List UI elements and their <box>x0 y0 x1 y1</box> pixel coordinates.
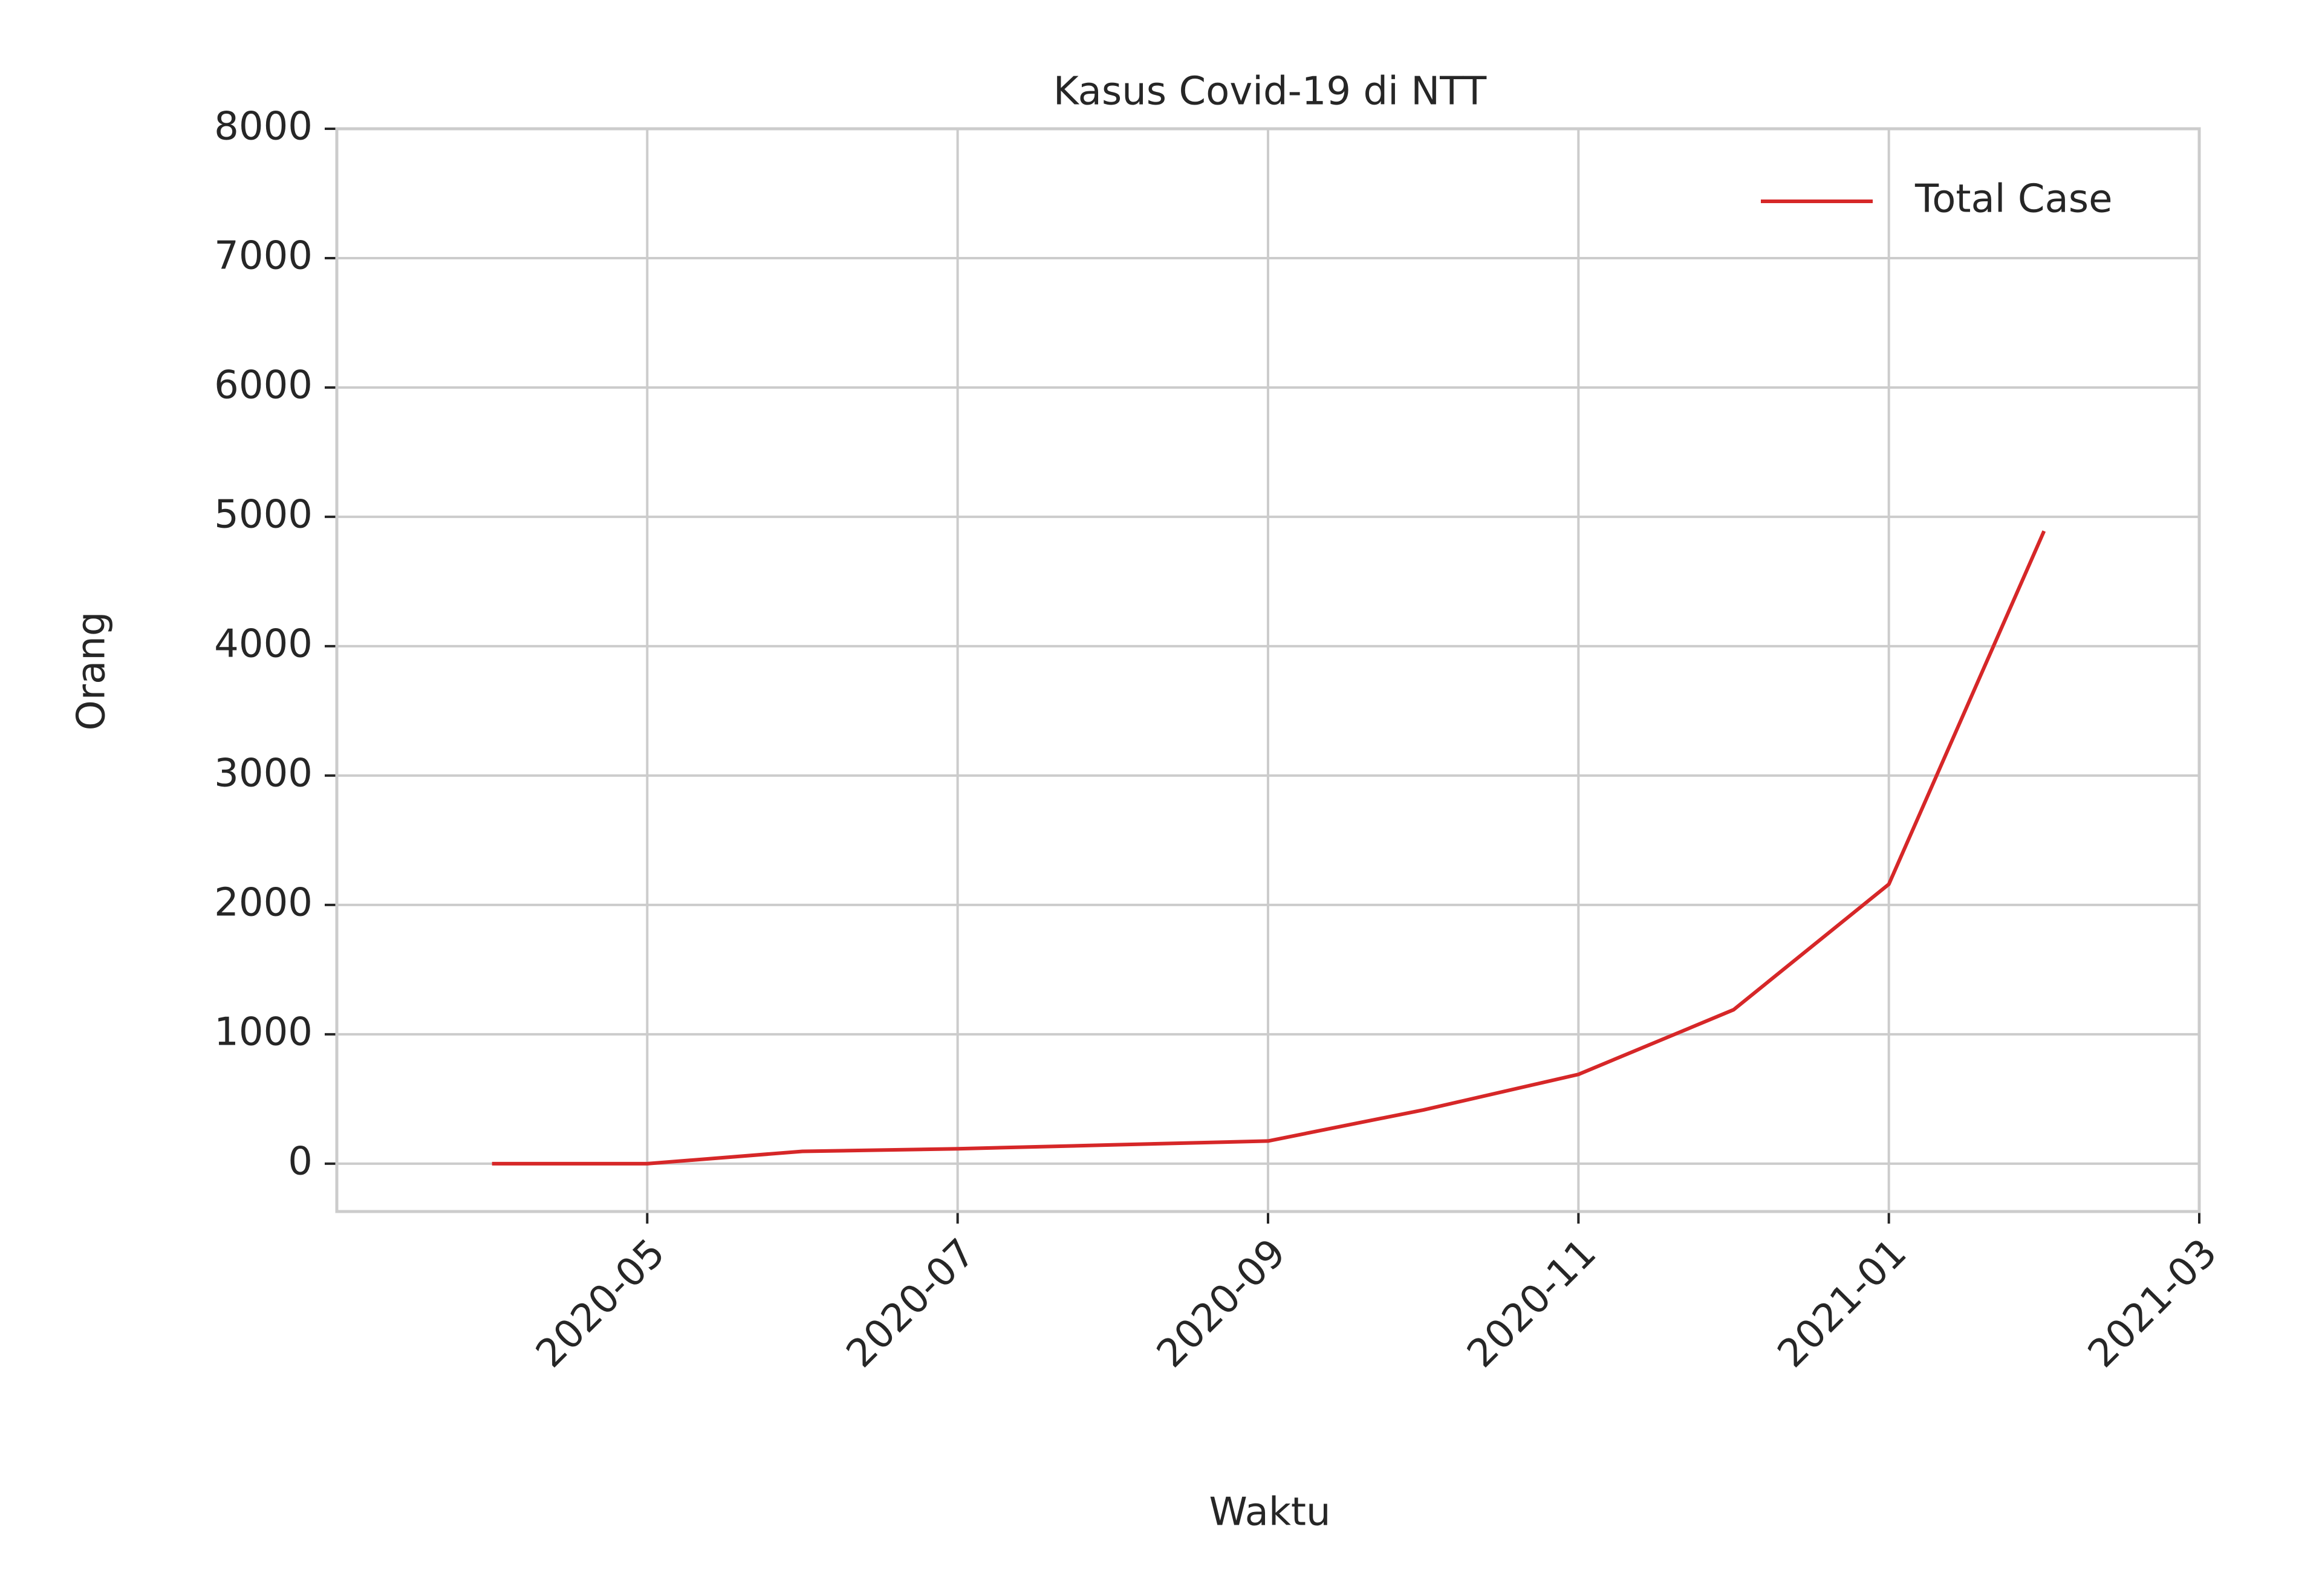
y-tick-label: 2000 <box>214 880 313 925</box>
y-tick-label: 0 <box>288 1139 313 1184</box>
y-tick-label: 1000 <box>214 1010 313 1054</box>
y-tick-label: 3000 <box>214 751 313 796</box>
y-tick-label: 7000 <box>214 234 313 279</box>
plot-frame <box>335 127 2201 1213</box>
x-tick-label: 2021-03 <box>2080 1230 2225 1376</box>
x-tick-label: 2020-05 <box>528 1230 674 1376</box>
y-tick-label: 5000 <box>214 493 313 537</box>
y-tick-label: 8000 <box>214 105 313 149</box>
y-axis-label: Orang <box>70 611 114 730</box>
y-tick-label: 6000 <box>214 363 313 408</box>
y-tick-label: 4000 <box>214 621 313 666</box>
x-tick-label: 2020-09 <box>1148 1230 1294 1376</box>
legend-label: Total Case <box>1914 177 2112 222</box>
x-tick-label: 2021-01 <box>1769 1230 1915 1376</box>
x-tick-label: 2020-11 <box>1459 1230 1605 1376</box>
x-tick-label: 2020-07 <box>838 1230 984 1376</box>
x-axis-label: Waktu <box>1209 1490 1330 1535</box>
chart-title: Kasus Covid-19 di NTT <box>1053 70 1487 114</box>
series-line <box>492 530 2046 1166</box>
